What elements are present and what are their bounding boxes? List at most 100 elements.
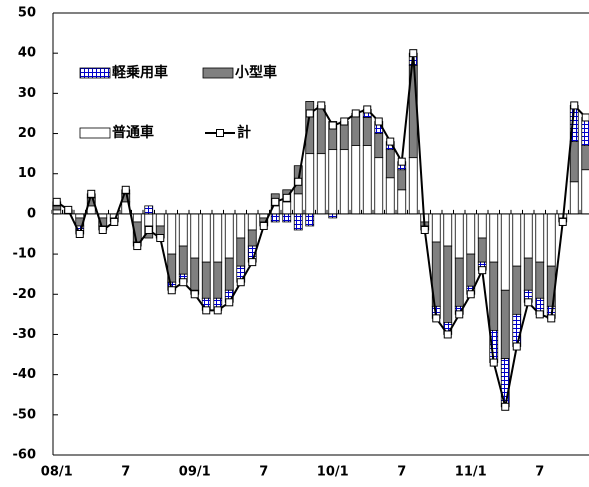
total-marker (363, 105, 372, 114)
bar-segment (477, 237, 487, 263)
total-marker (570, 101, 579, 110)
total-marker (248, 258, 257, 267)
bar-segment (316, 153, 326, 215)
bar-segment (408, 157, 418, 215)
y-tick-label: -50 (13, 407, 37, 422)
bar-segment (351, 145, 361, 215)
total-marker (110, 217, 119, 226)
total-marker (443, 330, 452, 339)
bar-segment (328, 149, 338, 215)
y-tick-label: -30 (13, 327, 37, 342)
total-marker (179, 278, 188, 287)
total-marker (144, 225, 153, 234)
legend-marker (216, 129, 224, 137)
bar-segment (512, 313, 522, 347)
legend-swatch (79, 67, 111, 79)
y-tick-label: -60 (13, 448, 37, 463)
bar-segment (213, 213, 223, 263)
bar-segment (397, 189, 407, 215)
bar-segment (270, 213, 280, 223)
bar-segment (523, 213, 533, 259)
bar-segment (328, 213, 338, 219)
y-tick-label: -10 (13, 247, 37, 262)
total-marker (225, 298, 234, 307)
bar-segment (247, 213, 257, 231)
bar-segment (52, 209, 62, 215)
y-tick-label: -20 (13, 287, 37, 302)
bar-segment (247, 229, 257, 247)
bar-segment (443, 245, 453, 323)
total-marker (190, 290, 199, 299)
y-tick-label: -40 (13, 367, 37, 382)
total-marker (52, 197, 61, 206)
x-tick-label: 11/1 (455, 465, 487, 480)
total-marker (547, 314, 556, 323)
x-tick-label: 7 (121, 465, 130, 480)
total-marker (351, 109, 360, 118)
bar-segment (477, 213, 487, 239)
y-tick-label: 20 (18, 126, 36, 141)
total-marker (478, 266, 487, 275)
bar-segment (236, 213, 246, 239)
bar-segment (500, 289, 510, 359)
total-marker (501, 402, 510, 411)
total-marker (432, 314, 441, 323)
total-marker (87, 189, 96, 198)
plot-area (51, 49, 589, 411)
x-tick-label: 7 (259, 465, 268, 480)
legend-label: 計 (237, 124, 251, 141)
total-marker (294, 177, 303, 186)
bar-segment (98, 213, 108, 219)
total-marker (524, 298, 533, 307)
x-tick-label: 09/1 (179, 465, 211, 480)
total-marker (236, 278, 245, 287)
bar-segment (224, 213, 234, 259)
total-marker (156, 234, 165, 243)
bar-segment (178, 213, 188, 247)
x-tick-label: 7 (535, 465, 544, 480)
total-marker (317, 101, 326, 110)
bar-segment (546, 213, 556, 267)
x-tick-label: 7 (397, 465, 406, 480)
bar-segment (569, 141, 579, 183)
bar-segment (454, 257, 464, 307)
bar-segment (339, 149, 349, 215)
legend-swatch (202, 67, 234, 79)
bar-segment (431, 213, 441, 243)
bar-segment (305, 213, 315, 227)
bar-segment (213, 261, 223, 299)
bar-segment (397, 169, 407, 191)
bar-segment (190, 257, 200, 291)
total-marker (386, 137, 395, 146)
bar-segment (489, 261, 499, 331)
total-marker (420, 225, 429, 234)
bar-segment (178, 245, 188, 275)
bar-segment (581, 169, 589, 215)
y-tick-label: 40 (18, 46, 36, 61)
bar-segment (569, 181, 579, 215)
bar-segment (374, 157, 384, 215)
bar-segment (167, 213, 177, 255)
total-marker (512, 342, 521, 351)
bar-segment (385, 177, 395, 215)
bar-segment (190, 213, 200, 259)
total-marker (455, 310, 464, 319)
bar-segment (374, 133, 384, 159)
total-marker (328, 121, 337, 130)
total-marker (133, 242, 142, 251)
x-tick-label: 10/1 (317, 465, 349, 480)
bar-segment (535, 261, 545, 299)
bar-segment (489, 213, 499, 263)
bar-segment (305, 153, 315, 215)
total-marker (466, 290, 475, 299)
total-marker (581, 113, 589, 122)
total-marker (409, 49, 418, 58)
legend-label: 軽乗用車 (112, 64, 168, 81)
total-marker (374, 117, 383, 126)
bar-segment (500, 213, 510, 291)
bar-segment (362, 117, 372, 146)
y-tick-label: 50 (18, 6, 36, 21)
bar-segment (144, 205, 154, 215)
bar-segment (523, 257, 533, 291)
